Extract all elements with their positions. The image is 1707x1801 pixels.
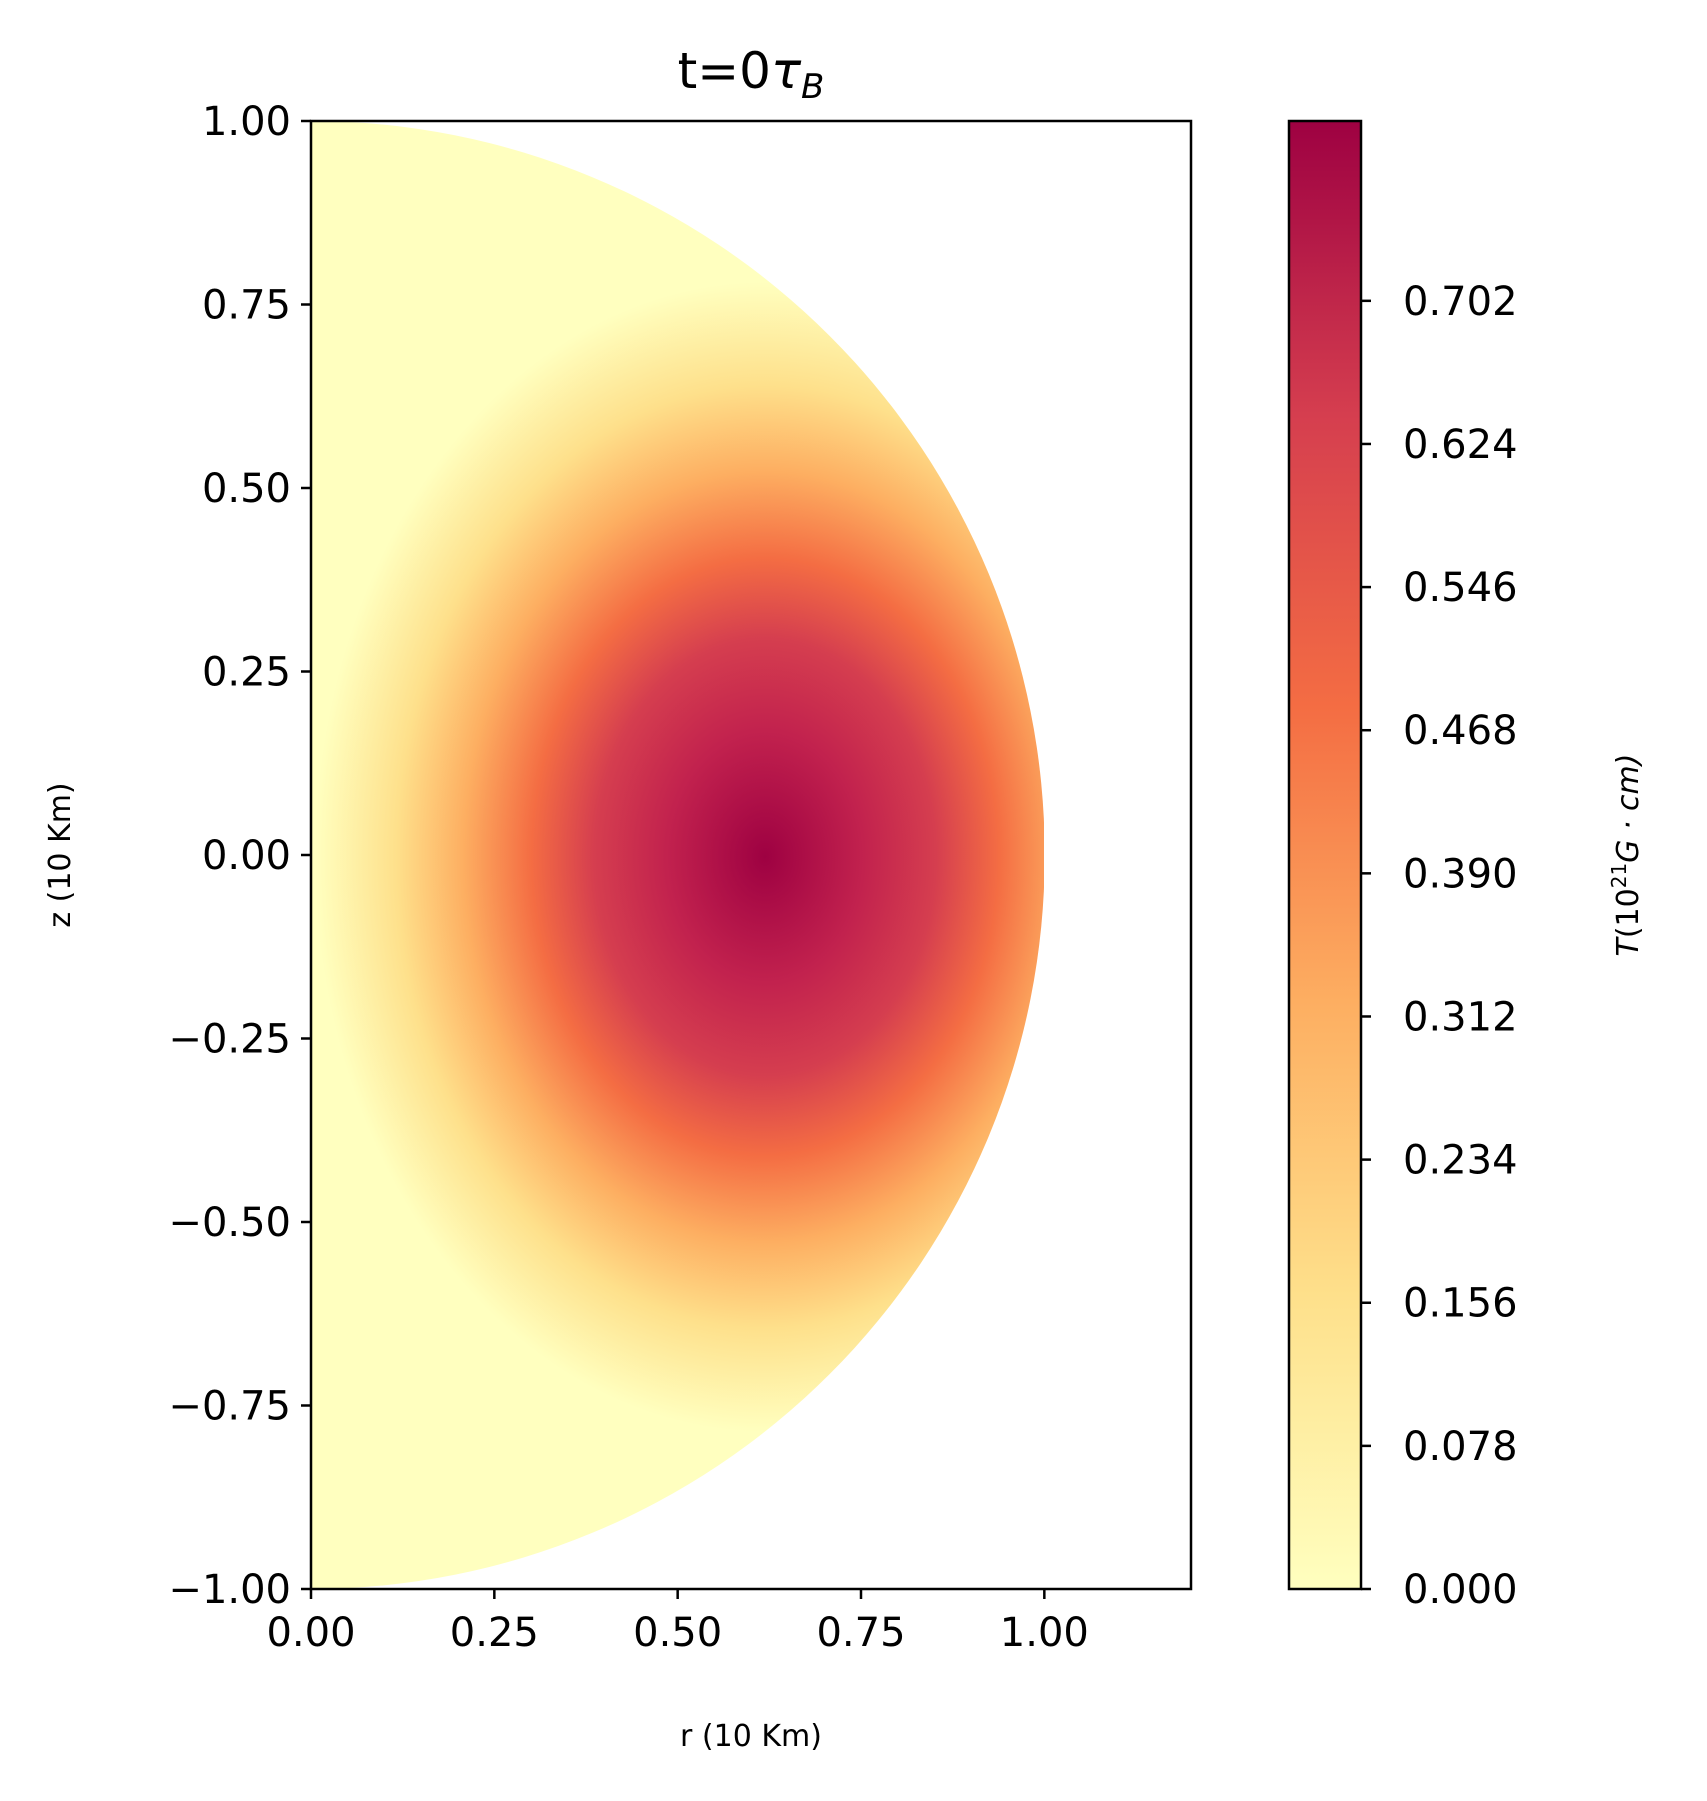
colorbar-tick-label: 0.312 <box>1403 994 1518 1040</box>
colorbar-tick-label: 0.000 <box>1403 1567 1518 1613</box>
y-tick-label: 0.00 <box>202 833 291 879</box>
x-tick-label: 0.00 <box>266 1610 355 1656</box>
y-tick-label: −0.25 <box>168 1017 291 1063</box>
x-tick-label: 1.00 <box>1000 1610 1089 1656</box>
colorbar-label-exp: 21 <box>1607 863 1631 888</box>
y-tick-label: 0.50 <box>202 466 291 512</box>
colorbar-label: T(1021G · cm) <box>1607 754 1646 957</box>
y-tick-label: 0.25 <box>202 650 291 696</box>
colorbar-tick-label: 0.468 <box>1403 708 1518 754</box>
colorbar-label-symbol: T <box>1611 935 1646 956</box>
y-tick-label: −1.00 <box>168 1567 291 1613</box>
y-axis-ticks: 1.00 0.75 0.50 0.25 0.00 −0.25 −0.50 −0.75 −1.00 <box>168 99 311 1613</box>
y-tick-label: 1.00 <box>202 99 291 145</box>
colorbar: 0.000 0.078 0.156 0.234 0.312 0.390 0.468 0.546… <box>1287 119 1646 1613</box>
colorbar-tick-label: 0.546 <box>1403 565 1518 611</box>
y-tick-label: −0.50 <box>168 1200 291 1246</box>
x-tick-label: 0.75 <box>816 1610 905 1656</box>
x-tick-label: 0.50 <box>633 1610 722 1656</box>
colorbar-tick-label: 0.078 <box>1403 1424 1518 1470</box>
colorbar-tick-label: 0.234 <box>1403 1138 1518 1184</box>
colorbar-tick-label: 0.624 <box>1403 422 1518 468</box>
colorbar-label-rest: G · cm) <box>1611 754 1646 863</box>
colorbar-tick-label: 0.156 <box>1403 1281 1518 1327</box>
y-tick-label: 0.75 <box>202 283 291 329</box>
chart-title: t=0τB <box>678 42 825 107</box>
y-axis-label: z (10 Km) <box>43 782 78 927</box>
x-axis-ticks: 0.00 0.25 0.50 0.75 1.00 <box>266 1589 1089 1656</box>
y-tick-label: −0.75 <box>168 1384 291 1430</box>
colorbar-tick-label: 0.702 <box>1403 279 1518 325</box>
colorbar-gradient <box>1287 119 1363 1591</box>
heatmap-field <box>311 121 1044 1589</box>
colorbar-tick-label: 0.390 <box>1403 851 1518 897</box>
colorbar-label-open: (10 <box>1611 888 1646 938</box>
title-subscript: B <box>801 67 824 107</box>
title-text: t=0 <box>678 42 771 100</box>
x-axis-label: r (10 Km) <box>680 1719 822 1754</box>
x-tick-label: 0.25 <box>450 1610 539 1656</box>
colorbar-ticks: 0.000 0.078 0.156 0.234 0.312 0.390 0.468 0.546… <box>1361 279 1518 1613</box>
title-symbol: τ <box>771 42 802 100</box>
